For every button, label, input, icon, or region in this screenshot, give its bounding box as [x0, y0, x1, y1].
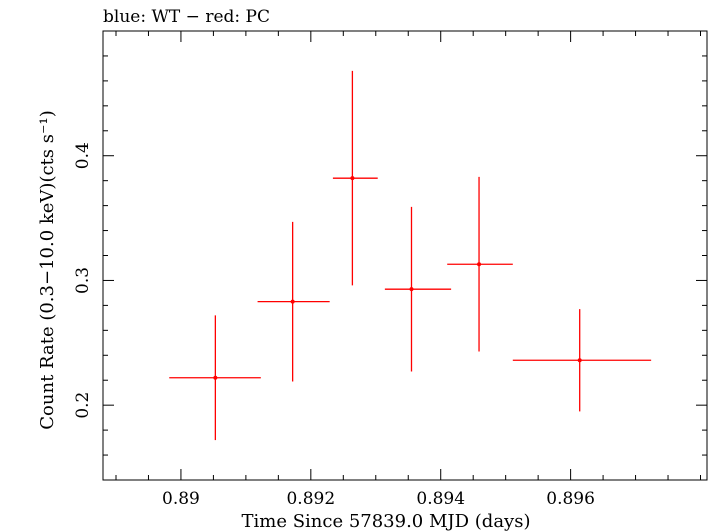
point-marker [577, 358, 582, 363]
x-tick-label: 0.894 [416, 489, 465, 509]
data-point [257, 221, 330, 382]
data-point [447, 176, 513, 352]
chart-title: blue: WT − red: PC [103, 7, 270, 27]
x-axis-label: Time Since 57839.0 MJD (days) [241, 511, 530, 532]
y-axis-ticks: 0.2 0.3 0.4 [73, 30, 707, 456]
y-tick-label: 0.2 [73, 392, 93, 419]
data-points [169, 70, 652, 441]
x-tick-label: 0.89 [162, 489, 200, 509]
plot-frame [102, 30, 708, 481]
data-point [169, 315, 261, 441]
point-marker [213, 375, 218, 380]
y-tick-label: 0.4 [73, 142, 93, 169]
x-axis-ticks: 0.89 0.892 0.894 0.896 [115, 31, 702, 509]
data-point [332, 70, 378, 286]
y-tick-label: 0.3 [73, 267, 93, 294]
point-marker [350, 176, 355, 181]
data-point [384, 206, 452, 372]
data-point [512, 309, 652, 412]
point-marker [477, 262, 482, 267]
x-tick-label: 0.892 [286, 489, 335, 509]
y-axis-label: Count Rate (0.3−10.0 keV)(cts s⁻¹) [37, 110, 58, 429]
x-tick-label: 0.896 [546, 489, 595, 509]
point-marker [409, 287, 414, 292]
point-marker [290, 299, 295, 304]
